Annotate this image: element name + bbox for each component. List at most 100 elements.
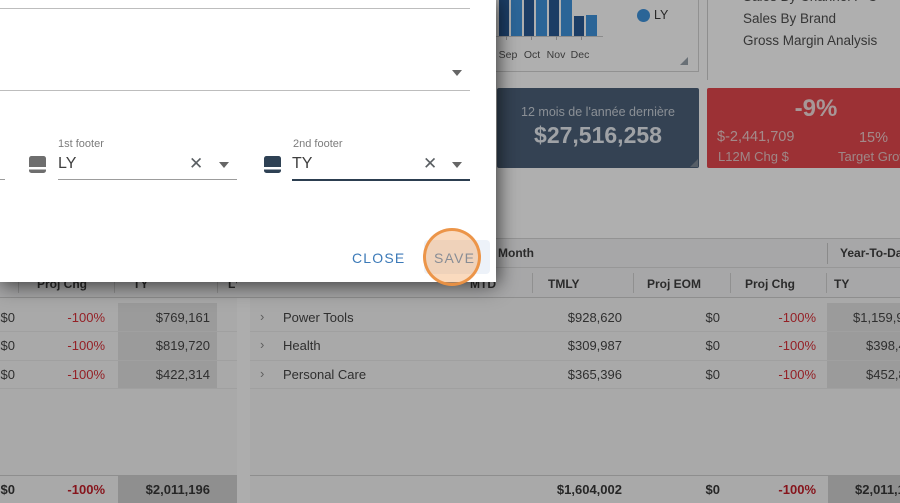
kpi-left-value: $-2,441,709 <box>717 129 795 145</box>
menu-item-sales-by-brand[interactable]: Sales By Brand <box>743 11 837 26</box>
cropped-field-underline <box>0 179 5 180</box>
bar-oct <box>524 0 534 36</box>
col-header-ly[interactable]: LY <box>228 277 237 291</box>
cell-proj-chg: -100% <box>778 338 816 353</box>
cell-proj-eom: $0 <box>705 367 720 382</box>
cell-tmly: $309,987 <box>567 338 622 353</box>
chevron-down-icon[interactable] <box>452 70 462 76</box>
divider <box>0 8 470 9</box>
cell-ty: $452,8 <box>866 367 900 382</box>
menu-item-sales-by-channel[interactable]: Sales By Channel P-C <box>743 0 877 4</box>
resize-handle-icon[interactable] <box>680 57 688 65</box>
save-button[interactable]: SAVE <box>434 250 476 266</box>
cell-proj-eom: $0 <box>0 338 15 353</box>
bar-dec-ly <box>585 15 597 36</box>
ty-column-shade <box>827 303 900 389</box>
x-axis <box>493 36 603 37</box>
legend-label: LY <box>654 8 669 22</box>
col-separator <box>633 273 634 293</box>
cell-proj-chg: -100% <box>67 338 105 353</box>
field-underline <box>58 179 237 180</box>
col-separator <box>730 273 731 293</box>
field-label-1st-footer: 1st footer <box>58 138 104 150</box>
row-name[interactable]: Personal Care <box>283 367 367 382</box>
total-proj-chg: -100% <box>67 482 105 497</box>
x-tick-label: Oct <box>523 49 541 61</box>
ty-column-shade <box>118 303 217 389</box>
chevron-down-icon[interactable] <box>219 162 229 168</box>
field-underline-focused <box>292 179 470 181</box>
cell-ty: $819,720 <box>155 338 210 353</box>
close-button[interactable]: CLOSE <box>352 250 406 266</box>
settings-dialog: 1st footer LY ✕ 2nd footer TY ✕ CLOSE SA… <box>0 0 496 282</box>
col-header-proj-eom[interactable]: Proj EOM <box>647 277 702 291</box>
ty-total-shade <box>118 476 237 503</box>
x-tick-label: Nov <box>546 49 566 61</box>
footer-icon <box>264 156 281 173</box>
kpi-title: 12 mois de l'année dernière <box>521 105 675 119</box>
expand-chevron-icon[interactable]: › <box>260 309 265 324</box>
col-separator <box>18 273 19 293</box>
bar-sep <box>499 0 509 36</box>
kpi-right-label: Target Growth <box>838 149 900 164</box>
col-header-tmly[interactable]: TMLY <box>548 277 580 291</box>
x-tick-label: Dec <box>570 49 590 61</box>
col-separator <box>217 273 218 293</box>
cell-proj-eom: $0 <box>705 338 720 353</box>
clear-icon[interactable]: ✕ <box>189 154 204 173</box>
menu-panel-divider <box>707 0 708 80</box>
row-name[interactable]: Power Tools <box>283 310 354 325</box>
cell-ty: $398,4 <box>866 338 900 353</box>
total-tmly: $1,604,002 <box>556 482 622 497</box>
kpi-value: $27,516,258 <box>534 122 662 148</box>
table-right-pane: › Power Tools $928,620 $0 -100% $1,159,9… <box>250 298 900 503</box>
x-tick <box>506 36 507 40</box>
field-value-2nd-footer[interactable]: TY <box>292 155 313 172</box>
bar-oct-ly <box>535 0 547 36</box>
cell-proj-chg: -100% <box>67 310 105 325</box>
expand-chevron-icon[interactable]: › <box>260 337 265 352</box>
cell-proj-eom: $0 <box>0 310 15 325</box>
kpi-main-percent: -9% <box>794 95 838 122</box>
resize-handle-icon[interactable] <box>690 159 698 167</box>
table-left-pane: $0 -100% $769,161 $0 -100% $819,720 $0 -… <box>0 298 237 503</box>
kpi-card-change: -9% $-2,441,709 15% L12M Chg $ Target Gr… <box>707 88 900 168</box>
field-label-2nd-footer: 2nd footer <box>293 138 343 150</box>
kpi-right-value: 15% <box>858 130 888 146</box>
total-proj-eom: $0 <box>0 482 15 497</box>
col-separator <box>826 273 827 293</box>
kpi-left-label: L12M Chg $ <box>718 149 789 164</box>
ty-total-shade <box>828 476 900 503</box>
bar-sep-ly <box>510 0 522 36</box>
cell-ty: $1,159,9 <box>853 310 900 325</box>
x-tick <box>581 36 582 40</box>
x-axis-labels: Sep Oct Nov Dec <box>489 0 698 71</box>
cell-ty: $422,314 <box>155 367 210 382</box>
cell-ty: $769,161 <box>155 310 210 325</box>
cell-tmly: $365,396 <box>567 367 622 382</box>
col-header-proj-chg-right[interactable]: Proj Chg <box>745 277 795 291</box>
legend-dot-icon <box>637 8 650 22</box>
clear-icon[interactable]: ✕ <box>423 154 438 173</box>
field-value-1st-footer[interactable]: LY <box>58 155 77 172</box>
col-separator <box>114 273 115 293</box>
collapsed-dropdown[interactable] <box>0 30 470 89</box>
chevron-down-icon[interactable] <box>452 162 462 168</box>
expand-chevron-icon[interactable]: › <box>260 366 265 381</box>
total-ty: $2,011,1 <box>855 482 900 497</box>
menu-item-gross-margin[interactable]: Gross Margin Analysis <box>743 33 878 48</box>
cell-proj-chg: -100% <box>67 367 105 382</box>
x-tick <box>531 36 532 40</box>
pane-gap <box>237 298 250 503</box>
cell-proj-eom: $0 <box>0 367 15 382</box>
col-header-ty-right[interactable]: TY <box>834 277 850 291</box>
row-name[interactable]: Health <box>283 338 321 353</box>
bar-nov-ly <box>560 0 572 36</box>
footer-icon <box>29 156 46 173</box>
total-proj-chg: -100% <box>778 482 816 497</box>
col-separator <box>532 273 533 293</box>
chart-legend: LY <box>637 8 668 22</box>
bar-chart-bars <box>489 0 698 71</box>
mini-bar-chart-card: Sep Oct Nov Dec LY <box>488 0 699 72</box>
